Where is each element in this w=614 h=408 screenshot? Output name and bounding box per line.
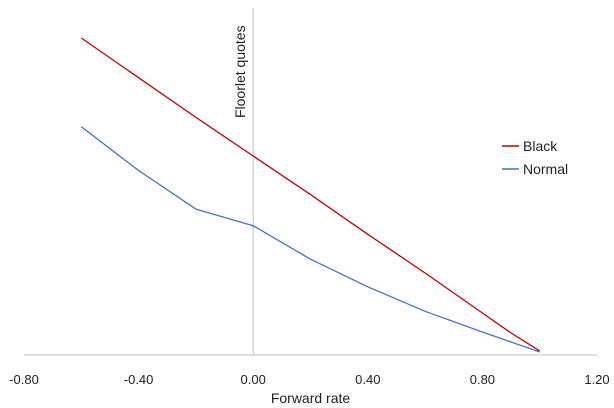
y-axis-title: Floorlet quotes <box>232 25 248 118</box>
series-layer <box>80 37 541 353</box>
legend-label-black: Black <box>523 138 558 154</box>
x-tick-label: 0.40 <box>355 372 380 387</box>
x-tick-label: 1.20 <box>584 372 609 387</box>
x-tick-label: 0.00 <box>241 372 266 387</box>
x-tick-label: -0.80 <box>9 372 39 387</box>
x-tick-label: -0.40 <box>124 372 154 387</box>
series-line-normal <box>80 126 540 353</box>
legend: Black Normal <box>502 138 568 177</box>
x-tick-label: 0.80 <box>470 372 495 387</box>
legend-label-normal: Normal <box>523 161 568 177</box>
series-line-black <box>80 37 541 352</box>
x-axis: -0.80 -0.40 0.00 0.40 0.80 1.20 <box>9 354 610 387</box>
x-axis-title: Forward rate <box>271 390 351 406</box>
